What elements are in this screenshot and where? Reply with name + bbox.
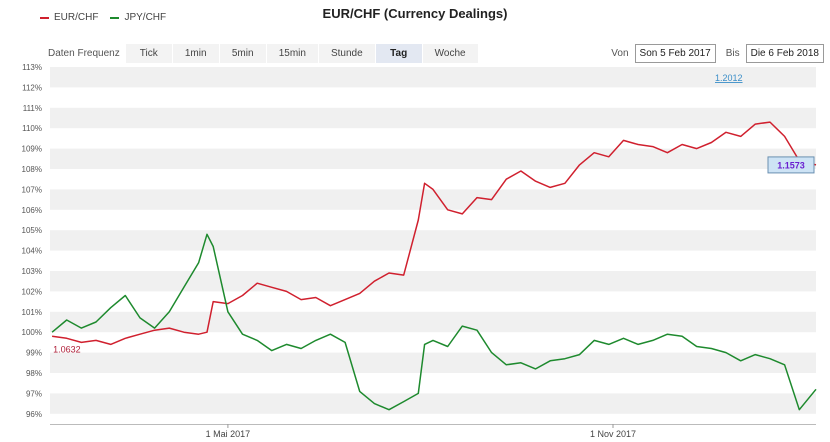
- y-tick-label: 110%: [22, 124, 42, 133]
- y-tick-label: 98%: [26, 369, 42, 378]
- grid-band: [50, 271, 816, 292]
- frequency-button-stunde[interactable]: Stunde: [318, 44, 375, 63]
- annotation-crosshair-value: 1.2012: [715, 73, 743, 83]
- grid-band: [50, 352, 816, 373]
- y-tick-label: 105%: [22, 226, 42, 235]
- date-from-input[interactable]: Son 5 Feb 2017: [634, 44, 716, 63]
- legend-item-eurchf[interactable]: EUR/CHF: [40, 12, 98, 23]
- grid-band: [50, 393, 816, 414]
- y-tick-label: 97%: [26, 389, 42, 398]
- annotation-start-value: 1.0632: [53, 344, 81, 354]
- frequency-toolbar: Daten Frequenz Tick 1min 5min 15min Stun…: [48, 44, 479, 63]
- grid-band: [50, 189, 816, 210]
- legend-item-jpychf[interactable]: JPY/CHF: [110, 12, 166, 23]
- legend-label-jpychf: JPY/CHF: [124, 12, 167, 23]
- y-tick-label: 96%: [26, 410, 42, 419]
- y-tick-label: 111%: [23, 104, 42, 113]
- frequency-button-tag[interactable]: Tag: [375, 44, 422, 63]
- grid-band: [50, 311, 816, 333]
- y-tick-label: 112%: [22, 83, 42, 92]
- frequency-button-1min[interactable]: 1min: [172, 44, 219, 63]
- grid-band: [50, 67, 816, 88]
- date-to-label: Bis: [725, 48, 740, 59]
- y-tick-label: 113%: [22, 63, 42, 72]
- frequency-button-15min[interactable]: 15min: [266, 44, 318, 63]
- frequency-button-tick[interactable]: Tick: [125, 44, 172, 63]
- grid-band: [50, 148, 816, 169]
- frequency-button-woche[interactable]: Woche: [422, 44, 478, 63]
- y-tick-label: 104%: [22, 247, 42, 256]
- y-tick-label: 109%: [22, 145, 42, 154]
- y-tick-label: 102%: [22, 287, 42, 296]
- legend-label-eurchf: EUR/CHF: [54, 12, 99, 23]
- y-tick-label: 103%: [22, 267, 42, 276]
- legend-swatch-jpychf: [110, 16, 120, 19]
- x-tick-label: 1 Nov 2017: [590, 429, 636, 439]
- chart-legend: EUR/CHF JPY/CHF: [40, 12, 166, 23]
- y-tick-label: 107%: [22, 185, 42, 194]
- date-range: Von Son 5 Feb 2017 Bis Die 6 Feb 2018: [601, 44, 824, 63]
- y-tick-label: 108%: [22, 165, 42, 174]
- chart-title: EUR/CHF (Currency Dealings): [322, 6, 508, 21]
- series-line-jpychf: [51, 233, 817, 411]
- legend-swatch-eurchf: [40, 16, 49, 19]
- y-tick-label: 99%: [26, 349, 42, 358]
- frequency-label: Daten Frequenz: [48, 48, 120, 59]
- date-to-input[interactable]: Die 6 Feb 2018: [745, 44, 824, 63]
- grid-band: [50, 230, 816, 251]
- frequency-button-5min[interactable]: 5min: [219, 44, 266, 63]
- date-from-label: Von: [611, 48, 629, 59]
- y-tick-label: 101%: [22, 308, 42, 317]
- grid-band: [50, 107, 816, 129]
- series-line-eurchf: [51, 121, 817, 346]
- x-tick-label: 1 Mai 2017: [206, 429, 251, 439]
- last-value-box: [767, 156, 815, 174]
- last-value-label: 1.1573: [777, 160, 805, 170]
- y-tick-label: 100%: [22, 328, 42, 337]
- y-tick-label: 106%: [22, 206, 42, 215]
